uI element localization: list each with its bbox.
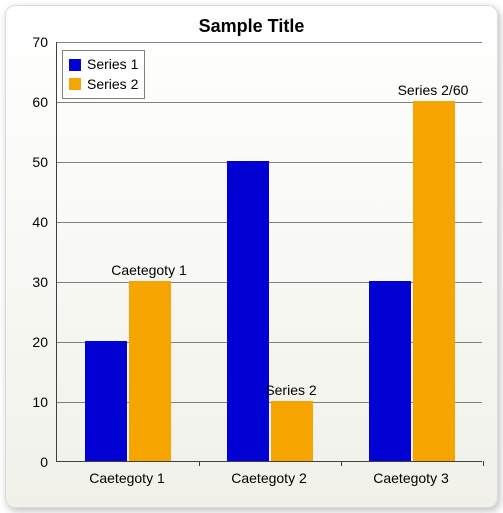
bar (369, 281, 411, 461)
legend-label: Series 2 (87, 75, 138, 95)
y-tick-label: 40 (12, 214, 48, 230)
legend-swatch (69, 59, 81, 71)
data-label: Series 2/60 (373, 82, 493, 98)
bar (129, 281, 171, 461)
bar (271, 401, 313, 461)
data-label: Series 2 (231, 382, 351, 398)
y-tick-label: 60 (12, 94, 48, 110)
legend-label: Series 1 (87, 55, 138, 75)
x-tick-label: Caetegoty 3 (340, 470, 482, 486)
bar (85, 341, 127, 461)
chart-card: Sample Title Series 1Series 2 0102030405… (5, 5, 498, 508)
legend: Series 1Series 2 (62, 50, 145, 99)
y-tick-label: 70 (12, 34, 48, 50)
y-tick-label: 0 (12, 454, 48, 470)
x-tick-label: Caetegoty 2 (198, 470, 340, 486)
x-tick (483, 461, 484, 466)
plot-area (56, 42, 482, 462)
legend-item: Series 1 (69, 55, 138, 75)
y-tick-label: 10 (12, 394, 48, 410)
y-tick-label: 30 (12, 274, 48, 290)
bar (413, 101, 455, 461)
y-tick-label: 50 (12, 154, 48, 170)
gridline (57, 42, 482, 43)
x-tick (341, 461, 342, 466)
x-tick-label: Caetegoty 1 (56, 470, 198, 486)
legend-swatch (69, 78, 81, 90)
legend-item: Series 2 (69, 75, 138, 95)
x-tick (199, 461, 200, 466)
bar (227, 161, 269, 461)
y-tick-label: 20 (12, 334, 48, 350)
chart-title: Sample Title (6, 16, 497, 37)
data-label: Caetegoty 1 (89, 262, 209, 278)
